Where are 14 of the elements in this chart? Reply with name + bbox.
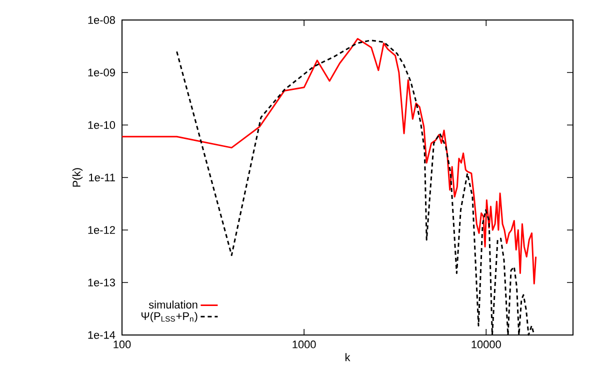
legend-label: simulation <box>148 300 198 309</box>
x-tick-label: 100 <box>114 340 131 348</box>
x-axis-title: k <box>346 353 350 362</box>
x-tick-label: 1000 <box>292 340 316 348</box>
y-tick-label: 1e-10 <box>88 121 116 129</box>
y-tick-label: 1e-13 <box>88 278 115 286</box>
y-axis-title: P(k) <box>72 168 83 187</box>
y-tick-label: 1e-14 <box>88 331 116 339</box>
y-tick-label: 1e-11 <box>89 174 115 182</box>
x-tick-label: 10000 <box>472 340 501 348</box>
y-tick-label: 1e-12 <box>88 226 115 234</box>
legend-label: Ψ(P$_{LSS}$+P$_{n}$) <box>141 312 198 322</box>
y-tick-label: 1e-08 <box>88 16 115 24</box>
y-tick-label: 1e-09 <box>88 68 115 76</box>
